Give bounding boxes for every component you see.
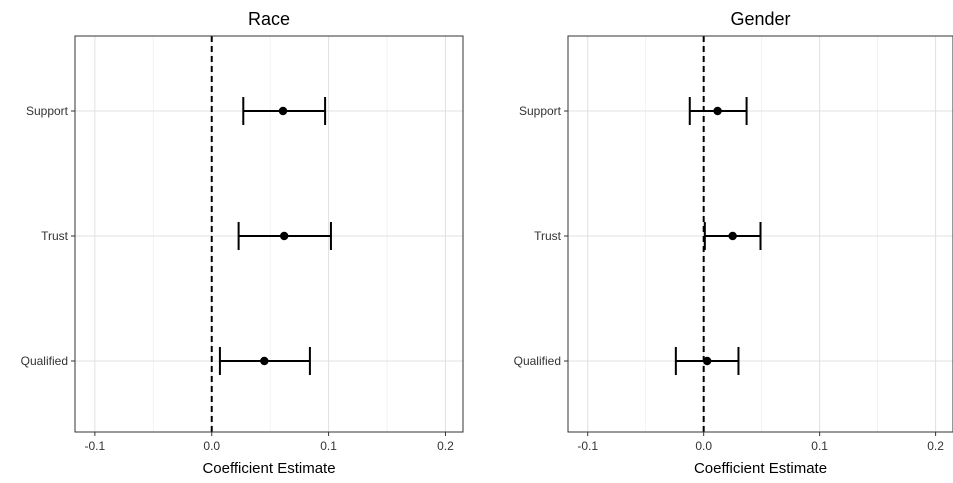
point-estimate-trust (279, 231, 289, 241)
point-estimate-qualified (260, 356, 269, 366)
x-tick-label: 0.2 (927, 439, 944, 453)
point-estimate-support (713, 106, 722, 116)
x-tick-label: -0.1 (577, 439, 598, 453)
x-axis-label: Coefficient Estimate (202, 460, 335, 477)
y-tick-label: Support (519, 104, 562, 118)
x-tick-label: 0.0 (203, 439, 220, 453)
y-tick-label: Qualified (514, 354, 561, 368)
point-estimate-qualified (702, 356, 712, 366)
point-estimate-trust (728, 231, 737, 241)
x-tick-label: 0.1 (811, 439, 828, 453)
panel-gender: Gender -0.1 0.0 0.1 0.2 Coefficient Estimate S… (514, 9, 953, 477)
panel-race: Race -0.1 0.0 0.1 0.2 Coefficient Estimate Sup… (21, 9, 464, 477)
x-tick-label: 0.2 (437, 439, 454, 453)
y-tick-label: Trust (41, 229, 69, 243)
x-tick-label: 0.0 (695, 439, 712, 453)
y-tick-label: Qualified (21, 354, 68, 368)
panel-title: Gender (730, 9, 790, 29)
y-tick-label: Trust (534, 229, 562, 243)
x-axis-label: Coefficient Estimate (694, 460, 827, 477)
y-tick-label: Support (26, 104, 69, 118)
plot-frame (567, 35, 953, 433)
panel-title: Race (248, 9, 290, 29)
x-tick-label: -0.1 (85, 439, 106, 453)
plot-frame (74, 35, 464, 433)
point-estimate-support (278, 106, 288, 116)
x-tick-label: 0.1 (320, 439, 337, 453)
